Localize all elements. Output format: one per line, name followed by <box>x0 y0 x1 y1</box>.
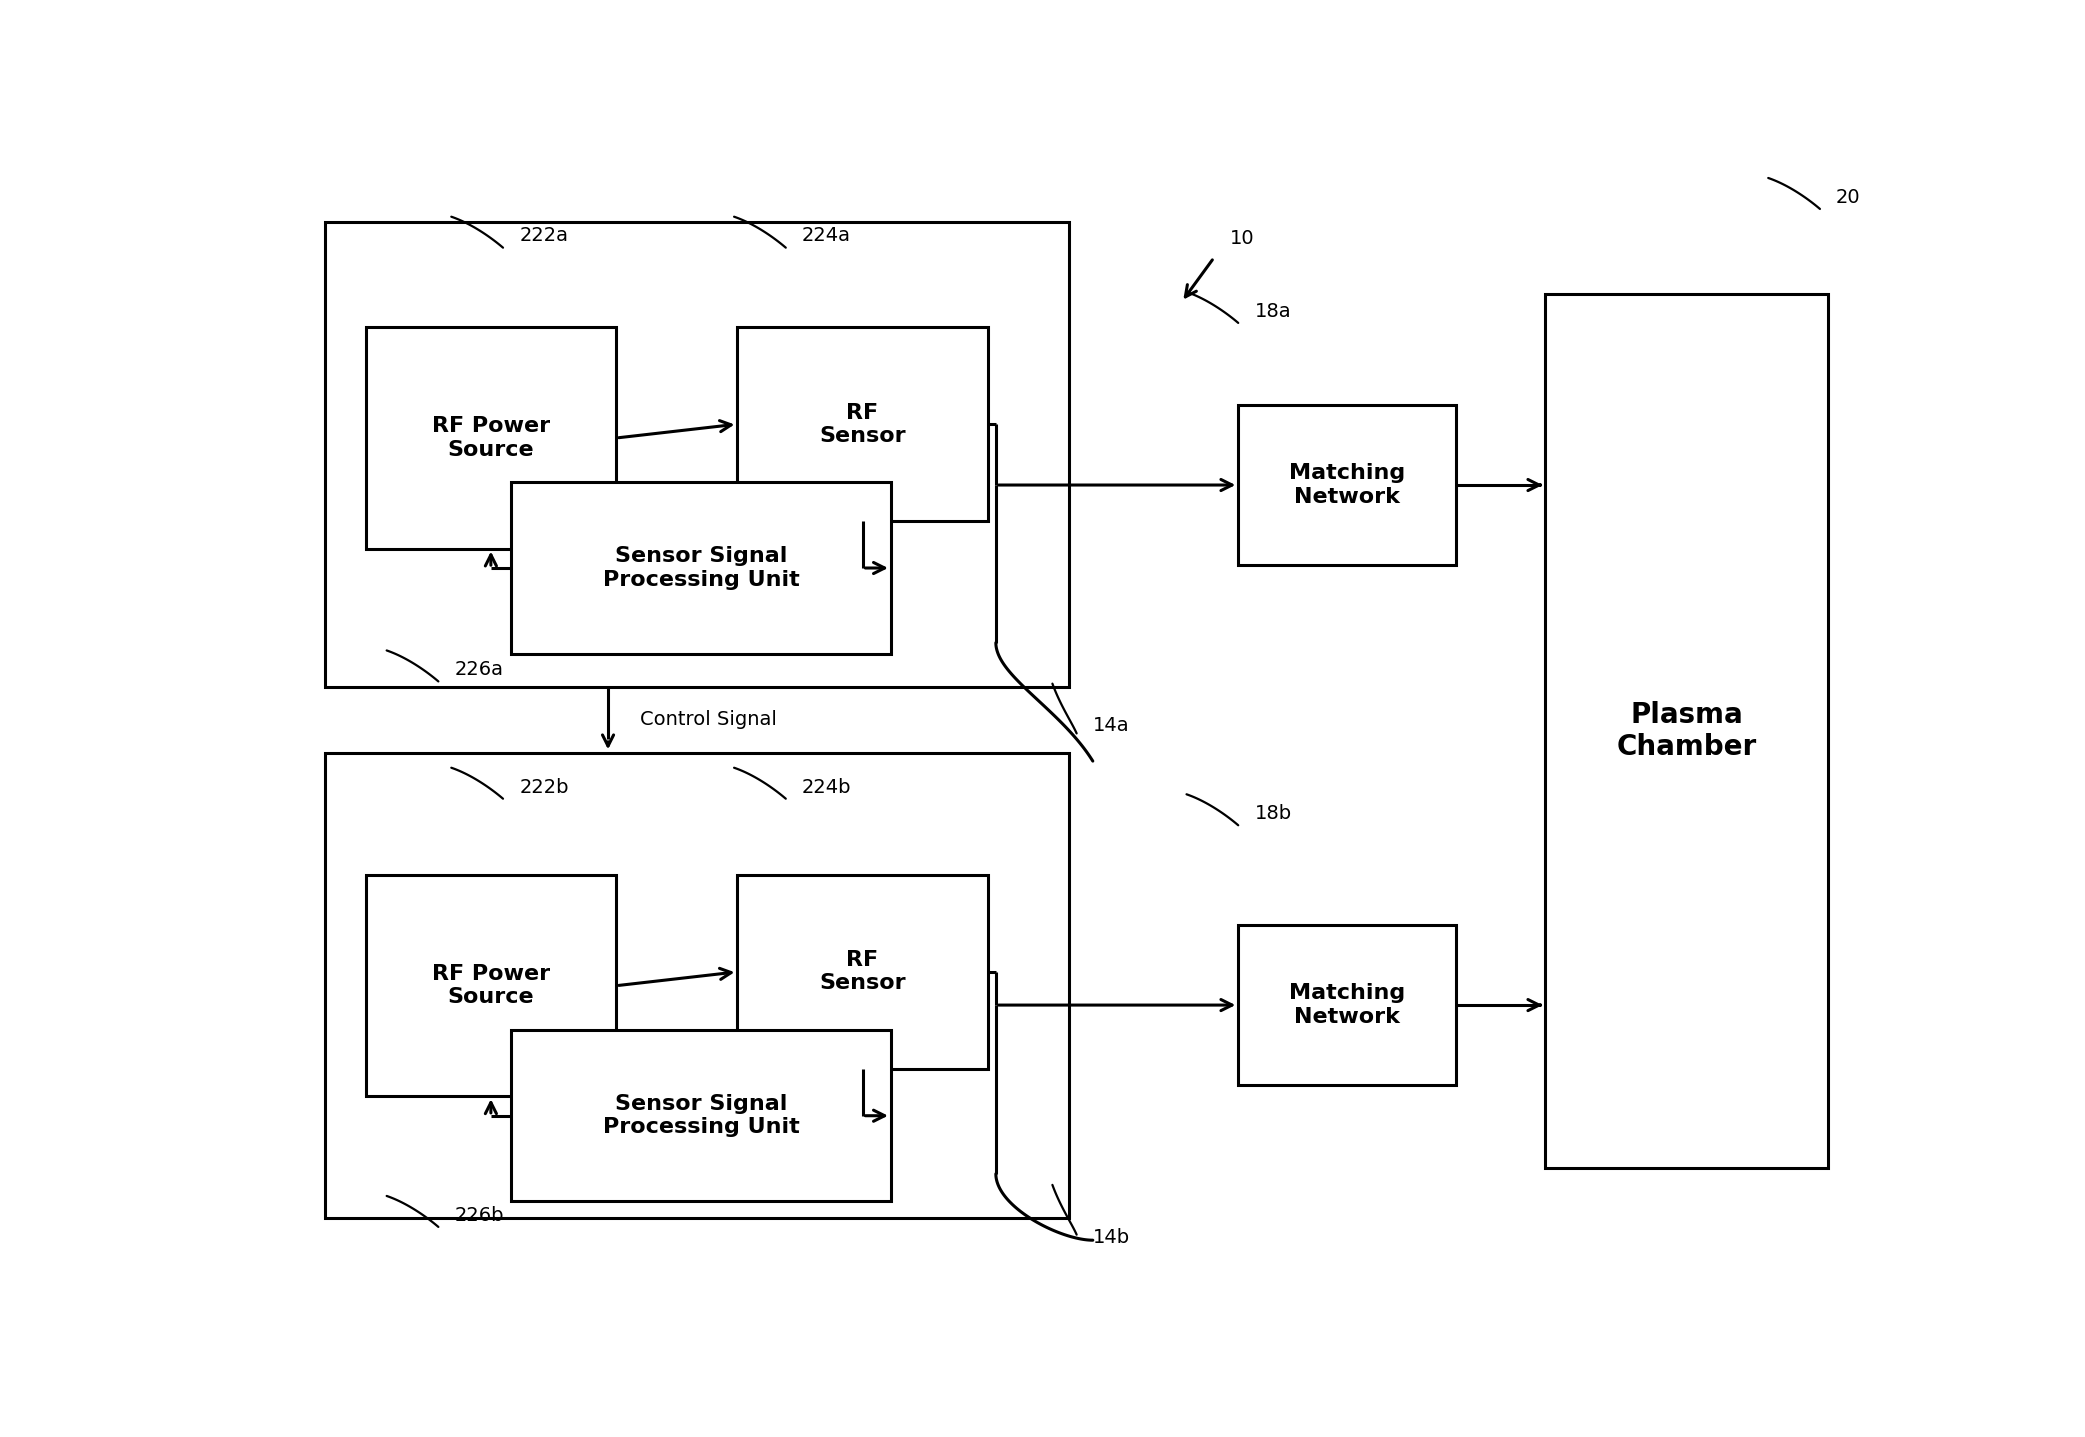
Text: 224a: 224a <box>803 227 851 246</box>
Text: 10: 10 <box>1230 228 1255 247</box>
Text: 226b: 226b <box>455 1206 505 1224</box>
Text: RF Power
Source: RF Power Source <box>432 417 550 460</box>
Text: 14a: 14a <box>1093 716 1130 734</box>
FancyBboxPatch shape <box>365 328 617 549</box>
Text: 224b: 224b <box>803 777 851 796</box>
Text: 222a: 222a <box>519 227 569 246</box>
FancyBboxPatch shape <box>1238 405 1455 565</box>
Text: 18a: 18a <box>1255 302 1291 320</box>
Text: RF
Sensor: RF Sensor <box>819 402 905 445</box>
FancyBboxPatch shape <box>511 1030 890 1201</box>
Text: Plasma
Chamber: Plasma Chamber <box>1616 701 1758 762</box>
Text: Matching
Network: Matching Network <box>1289 983 1405 1026</box>
Text: RF
Sensor: RF Sensor <box>819 950 905 993</box>
Text: Sensor Signal
Processing Unit: Sensor Signal Processing Unit <box>603 546 799 589</box>
FancyBboxPatch shape <box>738 875 988 1069</box>
Text: 18b: 18b <box>1255 805 1291 823</box>
Text: Control Signal: Control Signal <box>640 710 778 729</box>
Text: RF Power
Source: RF Power Source <box>432 964 550 1007</box>
Text: Matching
Network: Matching Network <box>1289 463 1405 507</box>
Text: 222b: 222b <box>519 777 569 796</box>
Text: 226a: 226a <box>455 660 505 680</box>
Text: 20: 20 <box>1837 188 1860 207</box>
FancyBboxPatch shape <box>1545 295 1829 1168</box>
FancyBboxPatch shape <box>511 483 890 654</box>
Text: 14b: 14b <box>1093 1227 1130 1247</box>
FancyBboxPatch shape <box>365 875 617 1096</box>
Text: Sensor Signal
Processing Unit: Sensor Signal Processing Unit <box>603 1094 799 1137</box>
FancyBboxPatch shape <box>1238 925 1455 1085</box>
FancyBboxPatch shape <box>738 328 988 522</box>
